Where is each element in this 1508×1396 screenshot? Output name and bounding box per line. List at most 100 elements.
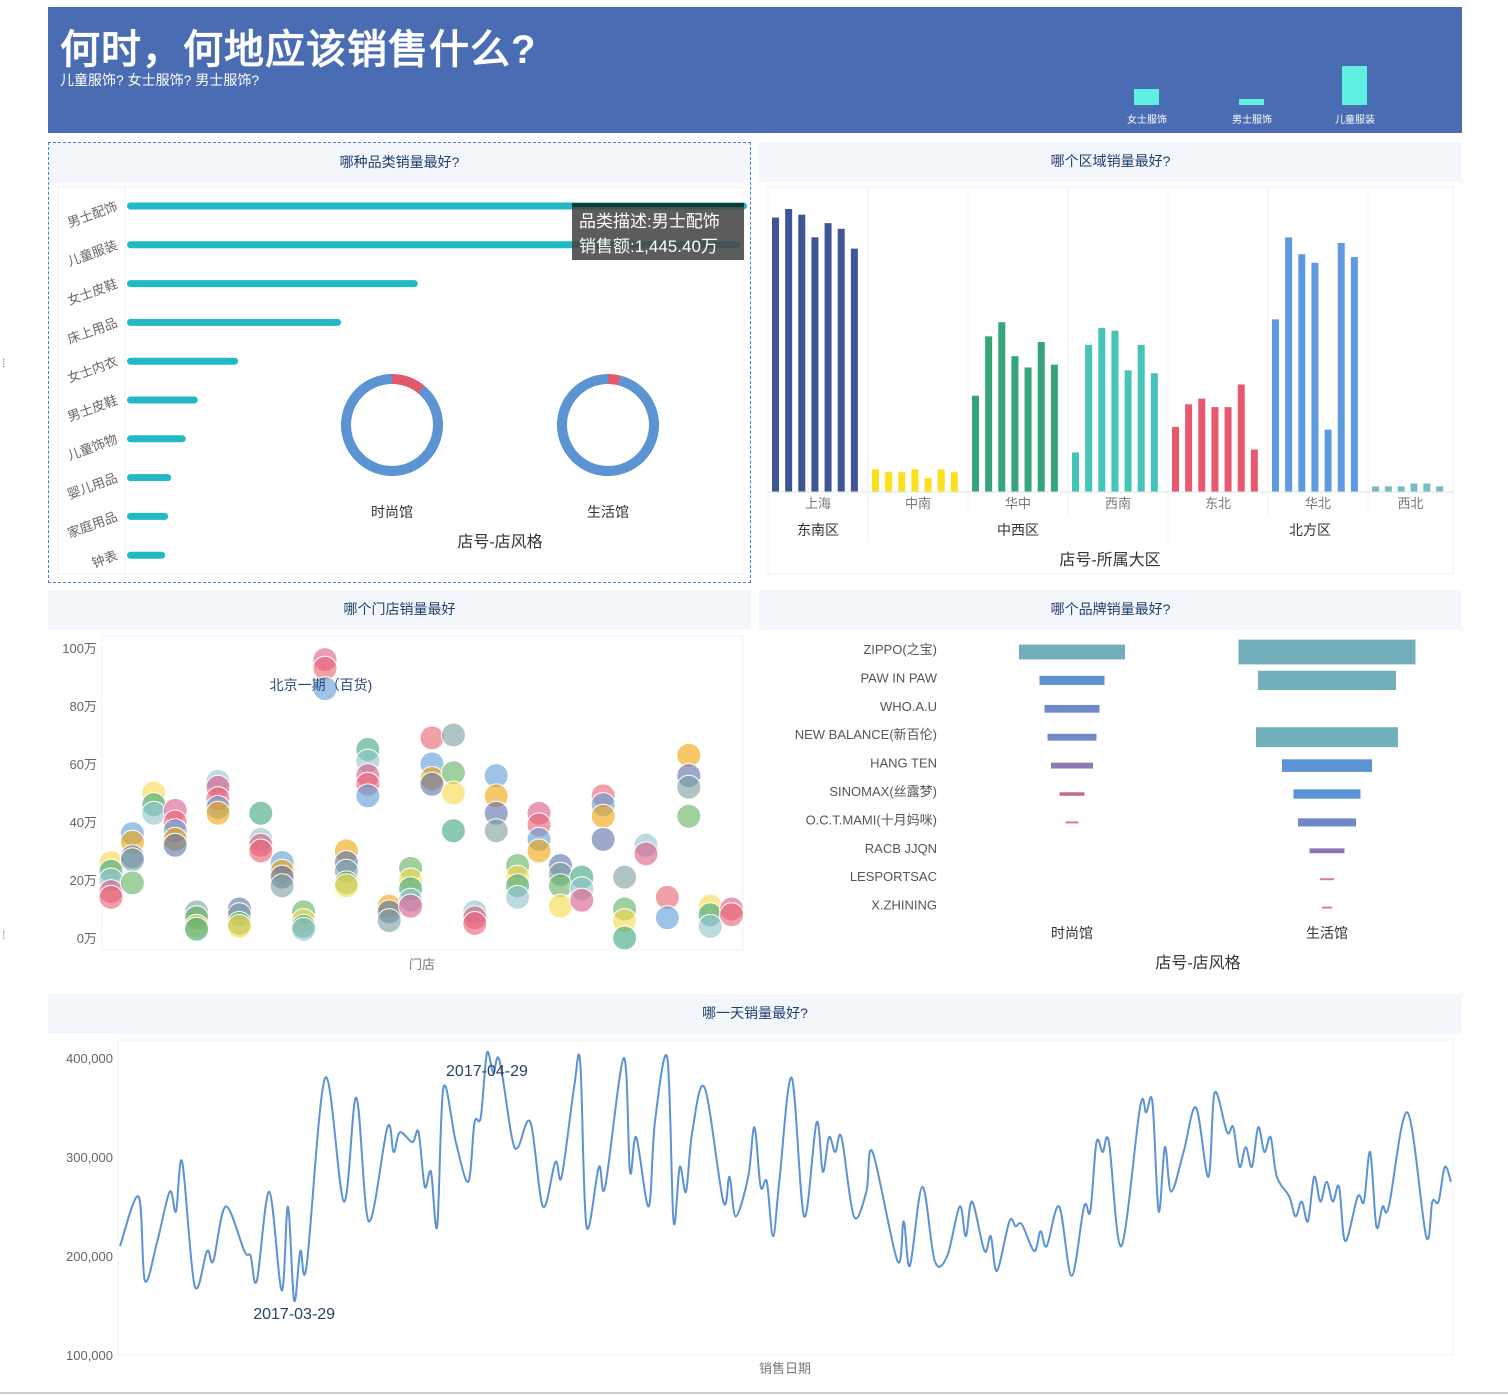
resize-grip-icon[interactable]: ⁞ (2, 928, 6, 942)
region-bar[interactable] (1324, 429, 1332, 492)
category-bar[interactable] (127, 551, 166, 559)
store-bubble[interactable] (526, 838, 552, 864)
horizontal-scrollbar[interactable] (0, 1392, 1508, 1394)
store-bubble[interactable] (440, 780, 466, 806)
legend-bar[interactable] (1342, 66, 1367, 105)
region-bar[interactable] (1085, 344, 1093, 492)
region-bar[interactable] (1185, 404, 1193, 492)
store-bubble[interactable] (248, 838, 274, 864)
store-bubble[interactable] (676, 774, 702, 800)
region-bar[interactable] (937, 469, 945, 492)
store-bubble[interactable] (205, 800, 231, 826)
region-bar[interactable] (824, 223, 832, 492)
store-bubble[interactable] (162, 832, 188, 858)
category-bar[interactable] (127, 474, 172, 482)
category-bar[interactable] (127, 318, 342, 326)
brand-bar[interactable] (1019, 644, 1125, 660)
store-bubble[interactable] (419, 725, 445, 751)
resize-grip-icon[interactable]: ⁞ (2, 356, 6, 370)
region-bar[interactable] (1272, 319, 1279, 492)
brand-bar[interactable] (1059, 792, 1085, 796)
category-bar[interactable] (127, 357, 239, 365)
store-bubble[interactable] (119, 847, 145, 873)
brand-bar[interactable] (1039, 675, 1105, 685)
region-bar[interactable] (1423, 483, 1431, 492)
region-bar[interactable] (911, 469, 919, 492)
region-bar[interactable] (1350, 257, 1358, 492)
brand-bar[interactable] (1258, 670, 1396, 691)
region-bar[interactable] (898, 472, 906, 492)
region-bar[interactable] (772, 217, 779, 493)
category-bar[interactable] (127, 512, 169, 520)
brand-bar[interactable] (1320, 878, 1334, 881)
region-bar[interactable] (885, 472, 893, 492)
store-bubble[interactable] (612, 925, 638, 951)
category-bar[interactable] (127, 435, 186, 443)
region-bar[interactable] (1011, 356, 1019, 492)
brand-bar[interactable] (1256, 727, 1398, 748)
region-bar[interactable] (1311, 262, 1319, 492)
store-bubble[interactable] (719, 902, 745, 928)
store-bubble[interactable] (633, 841, 659, 867)
daily-sales-panel[interactable]: 哪一天销量最好? (48, 994, 1462, 1382)
region-bar[interactable] (1198, 398, 1206, 492)
brand-bar[interactable] (1051, 762, 1093, 769)
region-sales-panel[interactable]: 哪个区域销量最好? (759, 142, 1462, 575)
store-bubble[interactable] (312, 676, 338, 702)
brand-bar[interactable] (1065, 821, 1079, 824)
region-bar[interactable] (1111, 330, 1119, 492)
region-bar[interactable] (924, 477, 932, 492)
region-bar[interactable] (998, 322, 1006, 492)
category-bar[interactable] (127, 280, 418, 288)
region-bar[interactable] (1384, 486, 1392, 492)
region-bar[interactable] (1372, 486, 1379, 492)
store-bubble[interactable] (269, 873, 295, 899)
store-bubble[interactable] (291, 916, 317, 942)
region-bar[interactable] (1211, 407, 1219, 492)
region-bar[interactable] (1224, 407, 1232, 492)
region-bar[interactable] (1037, 342, 1045, 492)
legend-bar[interactable] (1239, 99, 1264, 105)
region-bar[interactable] (1250, 449, 1258, 492)
region-bar[interactable] (1172, 426, 1179, 492)
store-bubble[interactable] (119, 870, 145, 896)
region-bar[interactable] (1237, 384, 1245, 492)
store-bubble[interactable] (440, 818, 466, 844)
region-bar[interactable] (1298, 254, 1306, 492)
region-bar[interactable] (811, 237, 819, 492)
brand-bar[interactable] (1322, 906, 1332, 909)
store-bubble[interactable] (590, 803, 616, 829)
category-bar[interactable] (127, 396, 198, 404)
region-bar[interactable] (985, 336, 993, 492)
store-bubble[interactable] (98, 884, 124, 910)
region-bar[interactable] (1436, 486, 1444, 492)
store-bubble[interactable] (333, 873, 359, 899)
store-bubble[interactable] (505, 884, 531, 910)
region-bar[interactable] (1098, 327, 1106, 492)
brand-bar[interactable] (1238, 639, 1416, 665)
store-bubble[interactable] (398, 893, 424, 919)
store-bubble[interactable] (248, 800, 274, 826)
donut-slice[interactable] (391, 374, 425, 394)
legend-bar[interactable] (1134, 89, 1159, 105)
store-bubble[interactable] (654, 905, 680, 931)
daily-sales-line[interactable] (119, 1050, 1452, 1302)
store-bubble[interactable] (440, 722, 466, 748)
region-bar[interactable] (785, 209, 793, 492)
brand-bar[interactable] (1044, 704, 1100, 713)
brand-bar[interactable] (1293, 789, 1361, 799)
donut-slice[interactable] (607, 374, 621, 386)
region-bar[interactable] (1124, 370, 1132, 492)
store-bubble[interactable] (676, 803, 702, 829)
region-bar[interactable] (1410, 483, 1418, 492)
donut-slice[interactable] (341, 374, 443, 476)
store-bubble[interactable] (483, 818, 509, 844)
store-bubble[interactable] (569, 887, 595, 913)
region-bar[interactable] (950, 472, 958, 492)
brand-bar[interactable] (1309, 848, 1345, 854)
store-bubble[interactable] (590, 826, 616, 852)
store-bubble[interactable] (612, 864, 638, 890)
brand-bar[interactable] (1047, 733, 1097, 741)
store-bubble[interactable] (462, 911, 488, 936)
region-bar[interactable] (1137, 344, 1145, 492)
